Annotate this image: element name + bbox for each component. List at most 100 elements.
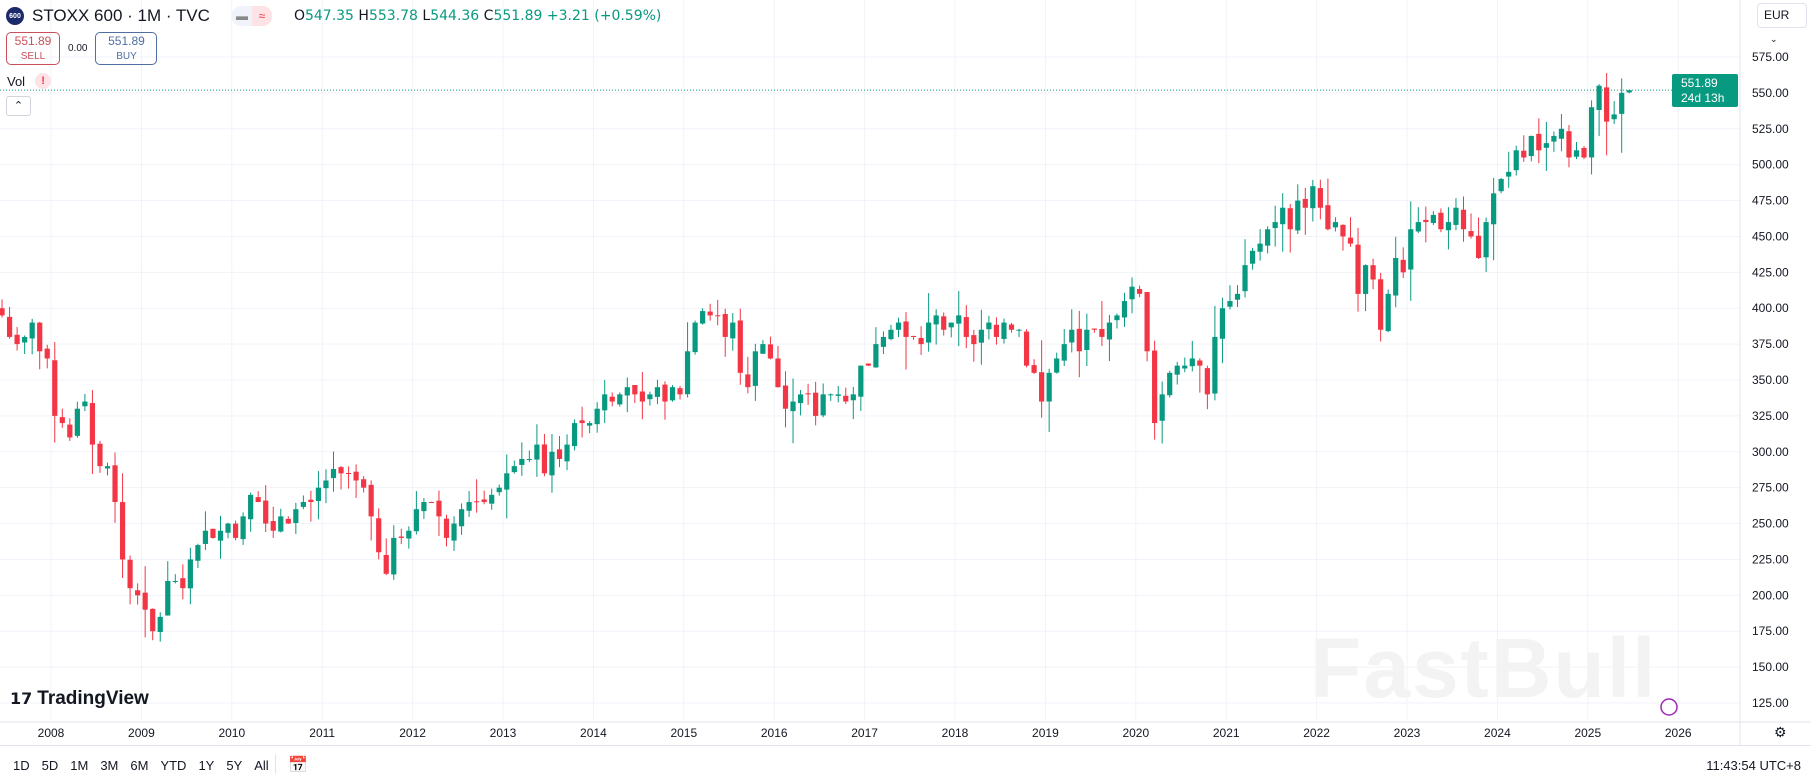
- candle-body: [451, 523, 457, 541]
- calendar-goto-icon[interactable]: 📅: [288, 757, 308, 774]
- candle-body: [669, 387, 676, 401]
- candle-body: [187, 559, 193, 589]
- candle-body: [14, 334, 20, 345]
- candle-body: [1619, 92, 1625, 114]
- candle: [850, 386, 856, 420]
- candle-body: [933, 315, 939, 325]
- candle-body: [443, 518, 450, 538]
- candle: [933, 309, 939, 345]
- candle: [1152, 340, 1158, 440]
- candle: [1257, 229, 1263, 261]
- candle: [1415, 207, 1421, 234]
- candle-body: [180, 578, 186, 589]
- candle: [270, 506, 276, 538]
- candle: [519, 442, 525, 476]
- symbol-title[interactable]: STOXX 600 · 1M · TVC: [32, 6, 210, 25]
- candle: [202, 511, 209, 551]
- candle-body: [361, 479, 367, 488]
- last-price-tag: 551.89 24d 13h: [1672, 74, 1738, 108]
- candle-body: [805, 393, 811, 395]
- candle-body: [767, 344, 774, 359]
- candle-body: [963, 317, 969, 337]
- candle-body: [926, 322, 932, 343]
- candle-body: [1378, 279, 1384, 330]
- candle-body: [782, 385, 789, 409]
- currency-select[interactable]: EUR ⌄: [1757, 3, 1807, 44]
- candle: [29, 318, 35, 355]
- candlestick-chart[interactable]: 575.00 550.00 525.00 500.00 475.00 450.00 425.…: [0, 0, 1811, 745]
- delayed-data-icon: ≈: [251, 6, 272, 26]
- volume-indicator[interactable]: Vol !: [7, 73, 52, 89]
- range-5d[interactable]: 5D: [41, 758, 59, 773]
- candle-body: [330, 469, 337, 479]
- range-5y[interactable]: 5Y: [226, 758, 243, 773]
- candle: [406, 526, 412, 549]
- candle: [6, 307, 13, 339]
- candle-body: [1031, 365, 1037, 373]
- settings-gear-icon[interactable]: ⚙: [1774, 724, 1787, 740]
- lightning-icon[interactable]: [1660, 698, 1678, 716]
- tradingview-logo[interactable]: 𝟭𝟳 TradingView: [10, 688, 149, 709]
- candle-body: [1566, 131, 1572, 158]
- candle: [805, 383, 811, 405]
- candle-body: [1445, 222, 1452, 231]
- range-1d[interactable]: 1D: [13, 758, 30, 773]
- status-pill[interactable]: ▬ ≈: [231, 6, 272, 26]
- warning-icon[interactable]: !: [35, 73, 52, 89]
- candle-body: [345, 472, 352, 474]
- range-3m[interactable]: 3M: [100, 758, 119, 773]
- candle-body: [790, 401, 796, 412]
- candle: [745, 356, 751, 394]
- candle-body: [1400, 259, 1406, 273]
- candle: [1317, 179, 1323, 220]
- sell-button[interactable]: 551.89 SELL: [6, 32, 60, 65]
- clock-readout[interactable]: 11:43:54 UTC+8: [1706, 758, 1801, 773]
- candle-body: [1144, 292, 1150, 352]
- candle: [330, 451, 337, 492]
- candle-body: [1167, 372, 1173, 396]
- candle-body: [1249, 250, 1256, 264]
- candle: [67, 418, 73, 441]
- y-tick-label: 425.00: [1752, 265, 1789, 279]
- candle-body: [436, 500, 442, 517]
- candle: [1287, 203, 1293, 253]
- candle: [293, 502, 299, 534]
- candle: [895, 317, 902, 338]
- candle: [1423, 206, 1429, 243]
- candle-body: [1091, 328, 1097, 330]
- range-buttons: 1D 5D 1M 3M 6M YTD 1Y 5Y All: [13, 758, 269, 773]
- candle: [978, 309, 984, 365]
- range-1y[interactable]: 1Y: [198, 758, 215, 773]
- candle-body: [624, 387, 630, 396]
- candle-body: [1265, 229, 1271, 246]
- range-1m[interactable]: 1M: [70, 758, 89, 773]
- candle: [1310, 179, 1316, 222]
- candle: [835, 385, 841, 403]
- candle-body: [458, 509, 465, 527]
- candle-body: [308, 499, 314, 503]
- candle-body: [1280, 207, 1286, 225]
- candle: [489, 488, 495, 510]
- candle: [1129, 277, 1135, 314]
- candle: [1076, 310, 1082, 378]
- candle-body: [541, 444, 548, 474]
- candle-body: [978, 329, 984, 343]
- range-all[interactable]: All: [254, 758, 269, 773]
- candle: [963, 305, 969, 349]
- symbol-header: 600 STOXX 600 · 1M · TVC ▬ ≈ O547.35 H55…: [6, 6, 661, 26]
- buy-button[interactable]: 551.89 BUY: [95, 32, 158, 65]
- x-tick-label: 2025: [1574, 726, 1601, 740]
- candle-body: [1543, 143, 1549, 148]
- candle-body: [903, 321, 909, 337]
- range-ytd[interactable]: YTD: [160, 758, 187, 773]
- candle-body: [1295, 200, 1301, 231]
- candle-body: [22, 336, 28, 343]
- candle-body: [1551, 135, 1557, 142]
- collapse-legend-button[interactable]: ⌃: [6, 96, 31, 116]
- candle-body: [880, 336, 887, 347]
- range-6m[interactable]: 6M: [130, 758, 149, 773]
- market-closed-icon: ▬: [231, 6, 252, 26]
- candle: [451, 516, 457, 551]
- candle: [1588, 100, 1595, 175]
- candle-body: [496, 487, 502, 493]
